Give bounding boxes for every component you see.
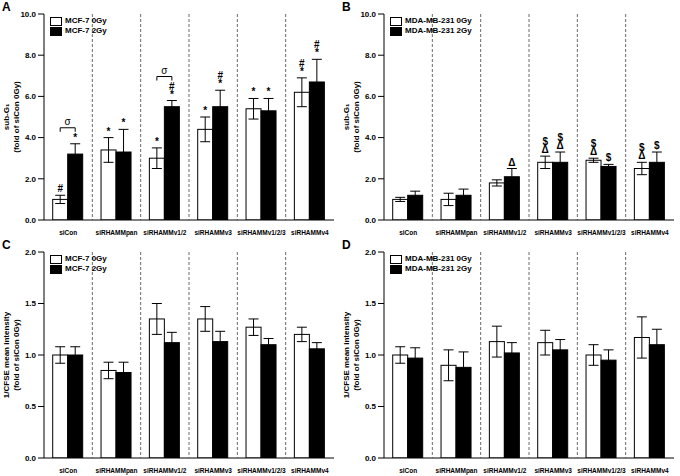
svg-text:#: # <box>217 70 223 81</box>
svg-text:σ: σ <box>161 65 168 76</box>
svg-text:siRHAMMv3: siRHAMMv3 <box>194 229 232 236</box>
svg-text:sub-G₁(fold of siCon 0Gy): sub-G₁(fold of siCon 0Gy) <box>8 81 21 153</box>
svg-text:siRHAMMpan: siRHAMMpan <box>96 229 138 237</box>
svg-text:#: # <box>57 183 63 194</box>
svg-text:#: # <box>169 81 175 92</box>
svg-text:Δ: Δ <box>508 157 515 168</box>
svg-text:#: # <box>314 39 320 50</box>
svg-text:10.0: 10.0 <box>360 10 376 19</box>
svg-text:siRHAMMpan: siRHAMMpan <box>96 467 138 475</box>
svg-text:*: * <box>107 126 111 137</box>
svg-text:0.0: 0.0 <box>25 454 37 463</box>
svg-text:*: * <box>122 117 126 128</box>
svg-text:siRHAMMv3: siRHAMMv3 <box>194 467 232 474</box>
svg-text:siRHAMMv1/2: siRHAMMv1/2 <box>483 229 526 236</box>
svg-text:0.5: 0.5 <box>365 402 377 411</box>
svg-text:σ: σ <box>65 116 72 127</box>
svg-text:siRHAMMv1/2/3: siRHAMMv1/2/3 <box>237 467 286 474</box>
svg-text:10.0: 10.0 <box>20 10 36 19</box>
svg-text:6.0: 6.0 <box>365 92 377 101</box>
svg-text:siRHAMMv4: siRHAMMv4 <box>291 229 329 236</box>
svg-text:1/CFSE mean intensity(fold of: 1/CFSE mean intensity(fold of siCon 0Gy) <box>342 311 361 398</box>
svg-text:siRHAMMv1/2/3: siRHAMMv1/2/3 <box>577 467 626 474</box>
svg-text:4.0: 4.0 <box>25 133 37 142</box>
svg-text:siRHAMMv4: siRHAMMv4 <box>291 467 329 474</box>
svg-text:siRHAMMv4: siRHAMMv4 <box>631 229 669 236</box>
svg-text:0.0: 0.0 <box>365 454 377 463</box>
svg-text:0.0: 0.0 <box>365 216 377 225</box>
svg-text:1.0: 1.0 <box>365 351 377 360</box>
svg-text:0.5: 0.5 <box>25 402 37 411</box>
svg-text:2.0: 2.0 <box>25 175 37 184</box>
svg-text:1.0: 1.0 <box>25 351 37 360</box>
svg-text:$: $ <box>639 142 645 153</box>
svg-text:8.0: 8.0 <box>25 51 37 60</box>
svg-text:$: $ <box>591 138 597 149</box>
svg-text:siRHAMMpan: siRHAMMpan <box>436 229 478 237</box>
svg-text:4.0: 4.0 <box>365 133 377 142</box>
svg-text:2.0: 2.0 <box>365 248 377 257</box>
svg-text:2.0: 2.0 <box>365 175 377 184</box>
svg-text:siRHAMMv1/2/3: siRHAMMv1/2/3 <box>577 229 626 236</box>
svg-text:$: $ <box>606 152 612 163</box>
svg-text:siCon: siCon <box>399 467 417 474</box>
svg-text:siRHAMMv1/2: siRHAMMv1/2 <box>143 229 186 236</box>
svg-text:*: * <box>203 105 207 116</box>
svg-text:1.5: 1.5 <box>365 299 377 308</box>
svg-text:siRHAMMv4: siRHAMMv4 <box>631 467 669 474</box>
svg-text:siCon: siCon <box>59 229 77 236</box>
svg-text:$: $ <box>557 132 563 143</box>
svg-text:siCon: siCon <box>59 467 77 474</box>
svg-text:*: * <box>155 136 159 147</box>
svg-text:$: $ <box>542 136 548 147</box>
svg-text:6.0: 6.0 <box>25 92 37 101</box>
svg-text:siRHAMMv3: siRHAMMv3 <box>534 467 572 474</box>
svg-text:*: * <box>252 86 256 97</box>
svg-text:$: $ <box>654 140 660 151</box>
svg-text:#: # <box>299 58 305 69</box>
svg-text:siRHAMMv3: siRHAMMv3 <box>534 229 572 236</box>
svg-text:*: * <box>73 132 77 143</box>
svg-text:8.0: 8.0 <box>365 51 377 60</box>
svg-text:siRHAMMpan: siRHAMMpan <box>436 467 478 475</box>
svg-text:siCon: siCon <box>399 229 417 236</box>
svg-text:0.0: 0.0 <box>25 216 37 225</box>
svg-text:1/CFSE mean intensity(fold of: 1/CFSE mean intensity(fold of siCon 0Gy) <box>8 311 21 398</box>
svg-text:*: * <box>267 86 271 97</box>
svg-text:2.0: 2.0 <box>25 248 37 257</box>
svg-text:siRHAMMv1/2: siRHAMMv1/2 <box>143 467 186 474</box>
svg-text:siRHAMMv1/2/3: siRHAMMv1/2/3 <box>237 229 286 236</box>
svg-text:1.5: 1.5 <box>25 299 37 308</box>
svg-text:siRHAMMv1/2: siRHAMMv1/2 <box>483 467 526 474</box>
svg-text:sub-G₁(fold of siCon 0Gy): sub-G₁(fold of siCon 0Gy) <box>342 81 361 153</box>
